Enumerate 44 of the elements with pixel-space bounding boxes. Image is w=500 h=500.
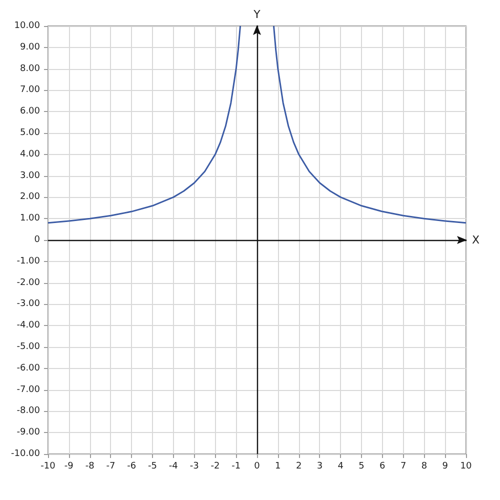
y-tick-label: 10.00 bbox=[14, 21, 40, 31]
y-tick-label: 2.00 bbox=[20, 192, 40, 202]
x-tick-label: 1 bbox=[275, 462, 281, 472]
y-tick-label: -4.00 bbox=[16, 320, 40, 331]
x-tick-label: 2 bbox=[296, 462, 302, 472]
x-tick-label: -1 bbox=[232, 462, 241, 472]
y-tick-label: -10.00 bbox=[10, 449, 40, 459]
y-tick-label: 8.00 bbox=[20, 64, 40, 74]
y-tick-label: -5.00 bbox=[16, 342, 40, 352]
x-tick-label: 3 bbox=[316, 462, 323, 472]
y-tick-label: -8.00 bbox=[16, 406, 40, 416]
y-tick-label: -6.00 bbox=[16, 363, 40, 374]
x-tick-label: 8 bbox=[421, 462, 428, 472]
x-tick-label: -2 bbox=[210, 462, 220, 472]
y-axis-title: Y bbox=[252, 8, 261, 21]
x-tick-label: -6 bbox=[127, 462, 136, 472]
x-tick-label: -9 bbox=[64, 462, 74, 472]
x-tick-label: 5 bbox=[358, 462, 364, 472]
x-tick-label: 0 bbox=[254, 462, 260, 472]
y-tick-label: 5.00 bbox=[20, 128, 40, 138]
x-tick-label: 9 bbox=[442, 462, 448, 472]
x-tick-label: -3 bbox=[190, 462, 199, 472]
y-tick-label: -1.00 bbox=[16, 256, 40, 266]
x-axis-title: X bbox=[472, 234, 480, 246]
x-tick-label: -4 bbox=[168, 462, 178, 472]
x-tick-label: -10 bbox=[40, 462, 56, 472]
y-tick-label: 1.00 bbox=[20, 214, 40, 224]
y-tick-label: -7.00 bbox=[16, 384, 40, 395]
x-tick-label: -5 bbox=[148, 462, 157, 472]
y-tick-label: -3.00 bbox=[16, 299, 40, 310]
y-tick-label: 4.00 bbox=[20, 149, 40, 160]
x-tick-label: -7 bbox=[106, 462, 116, 472]
y-tick-label: 6.00 bbox=[20, 106, 40, 117]
y-tick-label: -2.00 bbox=[16, 278, 40, 288]
x-tick-label: 10 bbox=[460, 462, 472, 472]
y-tick-label: 9.00 bbox=[20, 42, 40, 52]
y-tick-label: 7.00 bbox=[20, 85, 40, 96]
y-tick-label: -9.00 bbox=[16, 428, 40, 438]
x-tick-label: 6 bbox=[380, 462, 386, 472]
x-tick-label: 4 bbox=[338, 462, 344, 472]
x-tick-label: 7 bbox=[400, 462, 406, 472]
y-tick-label: 0 bbox=[34, 235, 40, 245]
y-tick-label: 3.00 bbox=[20, 170, 40, 181]
x-tick-label: -8 bbox=[85, 462, 95, 472]
